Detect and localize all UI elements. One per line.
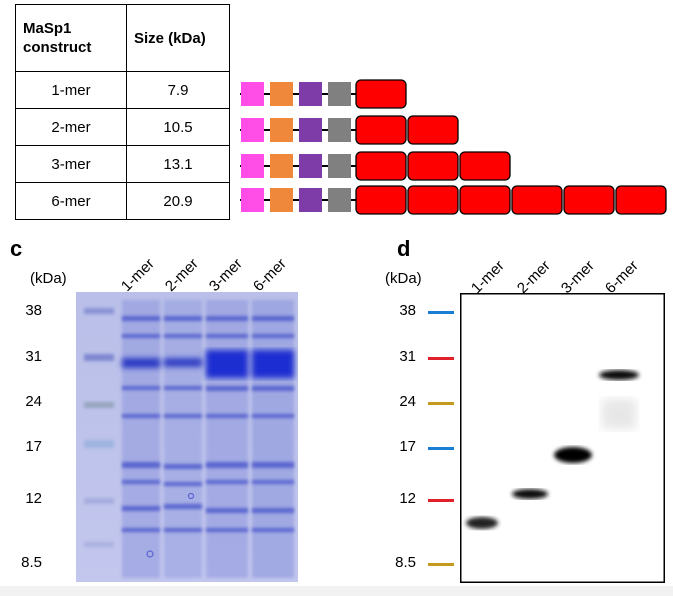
- table-row: 2-mer 10.5: [15, 108, 230, 146]
- panel-c-lane-label: 3-mer: [205, 255, 246, 295]
- panel-c-lane-label: 1-mer: [117, 255, 158, 295]
- construct-3-mer: [240, 151, 511, 181]
- coomassie-gel-image: [76, 292, 298, 582]
- table-row: 6-mer 20.9: [15, 182, 230, 220]
- marker-tick: [428, 402, 454, 405]
- repeat-block: [615, 185, 667, 215]
- panel-c-lane-label: 2-mer: [161, 255, 202, 295]
- marker-tick: [428, 447, 454, 450]
- panel-d-lane-label: 3-mer: [557, 257, 598, 297]
- tag-domain-3: [299, 188, 322, 212]
- panel-c-lane-label: 6-mer: [249, 255, 290, 295]
- panel-c-marker-label: 24: [25, 393, 42, 410]
- panel-d-marker-label: 8.5: [395, 554, 416, 571]
- size-cell: 7.9: [126, 71, 230, 109]
- panel-d-letter: d: [397, 236, 411, 261]
- repeat-block: [355, 79, 407, 109]
- bottom-strip: [0, 586, 673, 596]
- panel-c-unit: (kDa): [30, 270, 67, 287]
- tag-domain-2: [270, 118, 293, 142]
- construct-1-mer: [240, 79, 407, 109]
- table-header-row: MaSp1 construct Size (kDa): [15, 4, 230, 72]
- tag-domain-2: [270, 154, 293, 178]
- table-row: 1-mer 7.9: [15, 71, 230, 109]
- repeat-block: [459, 151, 511, 181]
- repeat-block: [407, 115, 459, 145]
- construct-schematics-svg: [240, 79, 667, 215]
- repeat-block: [355, 115, 407, 145]
- panel-d-lane-label: 1-mer: [467, 257, 508, 297]
- construct-cell: 3-mer: [15, 145, 127, 183]
- marker-tick: [428, 311, 454, 314]
- tag-domain-1: [241, 118, 264, 142]
- panel-d-marker-label: 38: [399, 302, 416, 319]
- western-blot-image: [460, 293, 665, 583]
- header-construct: MaSp1 construct: [15, 4, 127, 72]
- construct-2-mer: [240, 115, 459, 145]
- tag-domain-4: [328, 82, 351, 106]
- marker-tick: [428, 357, 454, 360]
- construct-cell: 2-mer: [15, 108, 127, 146]
- tag-domain-3: [299, 82, 322, 106]
- panel-d-lane-label: 6-mer: [601, 257, 642, 297]
- tag-domain-1: [241, 188, 264, 212]
- tag-domain-2: [270, 82, 293, 106]
- panel-d-marker-label: 12: [399, 490, 416, 507]
- panel-c-marker-label: 31: [25, 348, 42, 365]
- tag-domain-4: [328, 154, 351, 178]
- repeat-block: [407, 185, 459, 215]
- panel-d-unit: (kDa): [385, 270, 422, 287]
- size-cell: 20.9: [126, 182, 230, 220]
- tag-domain-4: [328, 188, 351, 212]
- repeat-block: [563, 185, 615, 215]
- tag-domain-3: [299, 154, 322, 178]
- repeat-block: [459, 185, 511, 215]
- repeat-block: [511, 185, 563, 215]
- panel-d-lane-label: 2-mer: [513, 257, 554, 297]
- repeat-block: [407, 151, 459, 181]
- size-cell: 13.1: [126, 145, 230, 183]
- tag-domain-2: [270, 188, 293, 212]
- marker-tick: [428, 499, 454, 502]
- marker-tick: [428, 563, 454, 566]
- header-size: Size (kDa): [126, 4, 230, 72]
- panel-c-letter: c: [10, 236, 23, 261]
- construct-6-mer: [240, 185, 667, 215]
- tag-domain-3: [299, 118, 322, 142]
- panel-d-marker-label: 17: [399, 438, 416, 455]
- tag-domain-1: [241, 82, 264, 106]
- panel-c-marker-label: 17: [25, 438, 42, 455]
- panel-c-marker-label: 8.5: [21, 554, 42, 571]
- panel-c-marker-label: 38: [25, 302, 42, 319]
- panel-d-marker-label: 31: [399, 348, 416, 365]
- construct-cell: 1-mer: [15, 71, 127, 109]
- tag-domain-4: [328, 118, 351, 142]
- panel-c-marker-label: 12: [25, 490, 42, 507]
- construct-cell: 6-mer: [15, 182, 127, 220]
- table-row: 3-mer 13.1: [15, 145, 230, 183]
- tag-domain-1: [241, 154, 264, 178]
- panel-d-marker-label: 24: [399, 393, 416, 410]
- repeat-block: [355, 151, 407, 181]
- constructs-table: MaSp1 construct Size (kDa) 1-mer 7.9 2-m…: [15, 4, 230, 220]
- repeat-block: [355, 185, 407, 215]
- size-cell: 10.5: [126, 108, 230, 146]
